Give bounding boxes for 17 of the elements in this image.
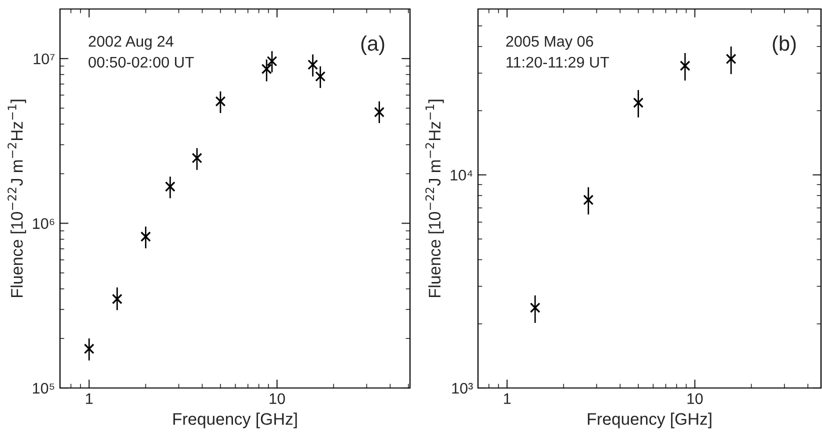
y-tick-label: 10⁶ xyxy=(33,218,54,229)
x-tick-label: 1 xyxy=(86,393,93,404)
y-axis-title: Fluence [10$^{−22}$J m$^{−2}$Hz$^{−1}$] xyxy=(425,100,444,298)
annotation: (a) xyxy=(361,36,384,55)
y-axis-title: Fluence [10$^{−22}$J m$^{−2}$Hz$^{−1}$] xyxy=(8,100,26,298)
x-axis-title: Frequency [GHz] xyxy=(588,412,712,428)
x-axis-title: Frequency [GHz] xyxy=(173,412,297,428)
x-tick-label: 10 xyxy=(270,393,285,404)
x-tick-label: 10 xyxy=(687,393,703,404)
x-tick-label: 1 xyxy=(504,393,511,404)
y-tick-label: 10³ xyxy=(452,382,473,394)
annotation: 2005 May 06 11:20-11:29 UT xyxy=(506,36,609,68)
annotation: 2002 Aug 24 00:50-02:00 UT xyxy=(88,36,194,68)
annotation: (b) xyxy=(772,36,796,55)
y-tick-label: 10⁷ xyxy=(34,53,55,64)
y-tick-label: 10⁴ xyxy=(450,170,472,181)
y-tick-label: 10⁵ xyxy=(32,382,54,394)
